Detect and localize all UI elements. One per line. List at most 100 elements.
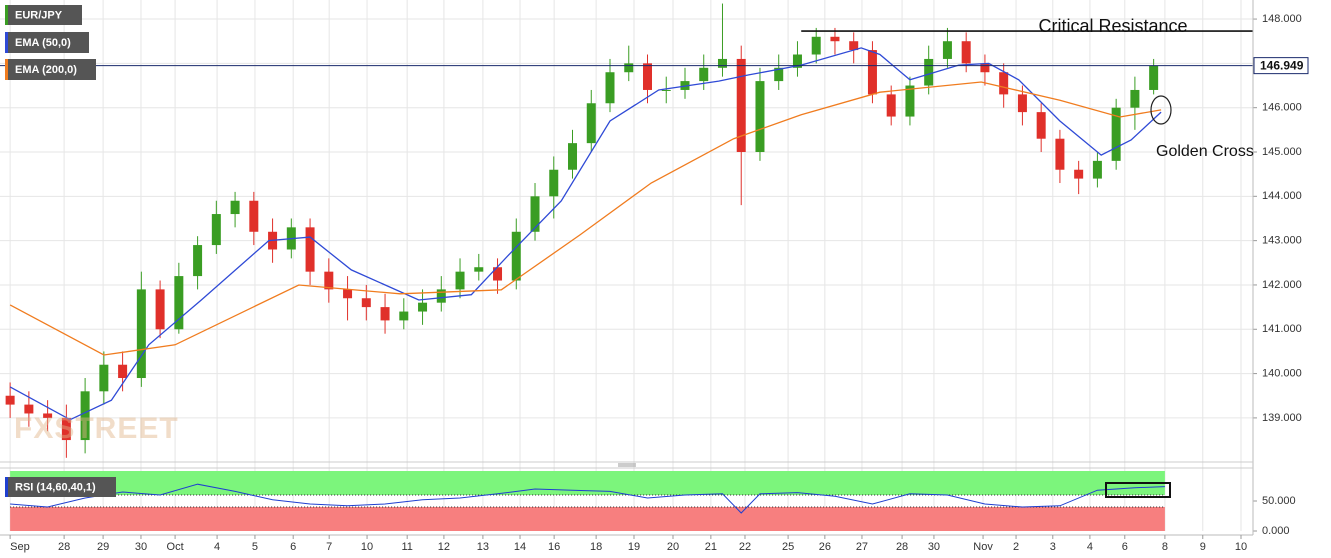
candle-body: [80, 391, 90, 441]
candle-body: [455, 271, 465, 290]
candle-body: [324, 271, 334, 290]
legend-label: EMA (200,0): [15, 64, 77, 76]
candle-body: [1111, 107, 1121, 161]
candle-body: [1017, 94, 1027, 113]
y-tick-label: 50.000: [1262, 495, 1296, 507]
annotation: Critical Resistance: [1038, 16, 1187, 36]
candle-body: [1036, 112, 1046, 139]
y-tick-label: 140.000: [1262, 367, 1302, 379]
x-tick-label: 26: [819, 541, 831, 553]
x-tick-label: 4: [1087, 541, 1093, 553]
legend-box: [5, 477, 116, 497]
x-tick-label: 10: [1235, 541, 1247, 553]
rsi-highlight: [1105, 482, 1171, 498]
candle-body: [568, 143, 578, 170]
legend-label: EMA (50,0): [15, 37, 71, 49]
candle-body: [380, 307, 390, 321]
candle-body: [211, 214, 221, 246]
x-tick-label: Oct: [167, 541, 184, 553]
candle-body: [811, 36, 821, 55]
candle-body: [699, 67, 709, 82]
mark-layer: [0, 3, 1253, 514]
x-tick-label: 8: [1162, 541, 1168, 553]
candle-body: [493, 267, 503, 281]
x-tick-label: 2: [1013, 541, 1019, 553]
x-tick-label: 29: [97, 541, 109, 553]
candle-body: [1055, 138, 1065, 170]
candle-body: [549, 169, 559, 197]
legend: EUR/JPY EMA (50,0) EMA (200,0) RSI (14,6…: [5, 5, 116, 497]
legend-stripe: [5, 5, 8, 25]
candle-body: [136, 289, 146, 379]
candle-body: [361, 298, 371, 308]
candle-body: [474, 267, 484, 272]
candle-body: [530, 196, 540, 232]
candle-body: [155, 289, 165, 330]
x-tick-label: 16: [548, 541, 560, 553]
x-tick-label: 11: [401, 541, 412, 553]
under-layer: [0, 0, 1257, 532]
candle-body: [792, 54, 802, 68]
candle-body: [1130, 89, 1140, 108]
candle-body: [99, 364, 109, 392]
candle-body: [717, 58, 727, 68]
x-tick-label: Nov: [973, 541, 993, 553]
candle-body: [867, 50, 877, 95]
x-tick-label: 6: [1122, 541, 1128, 553]
legend-box: [5, 5, 82, 25]
overbought-band: [10, 471, 1165, 495]
x-tick-label: 12: [438, 541, 450, 553]
candle-body: [999, 72, 1009, 95]
legend-label: RSI (14,60,40,1): [15, 481, 96, 493]
y-tick-label: 139.000: [1262, 412, 1302, 424]
x-tick-label: 18: [590, 541, 602, 553]
y-tick-label: 144.000: [1262, 190, 1302, 202]
candle-body: [849, 41, 859, 51]
x-tick-label: 28: [896, 541, 908, 553]
candle-body: [343, 289, 353, 299]
last-price-label: 146.949: [1260, 58, 1304, 72]
annotation: Golden Cross: [1156, 143, 1254, 160]
candle-body: [436, 289, 446, 303]
x-tick-label: 21: [705, 541, 717, 553]
candle-body: [774, 67, 784, 82]
y-tick-label: 0.000: [1262, 525, 1290, 537]
candle-body: [642, 63, 652, 90]
candle-body: [511, 231, 521, 281]
candle-body: [5, 395, 15, 405]
candle-body: [924, 58, 934, 86]
candle-body: [905, 85, 915, 117]
x-tick-label: 7: [326, 541, 332, 553]
legend-stripe: [5, 59, 8, 80]
x-tick-label: 10: [361, 541, 373, 553]
candle-body: [24, 404, 34, 414]
ema-line: [9, 81, 1162, 356]
watermark: FXSTREET: [14, 412, 179, 445]
candle-body: [174, 276, 184, 330]
candle-body: [230, 200, 240, 215]
y-tick-label: 148.000: [1262, 13, 1302, 25]
oversold-band: [10, 507, 1165, 531]
x-tick-label: 5: [252, 541, 258, 553]
candle-body: [61, 417, 71, 441]
candle-body: [942, 41, 952, 59]
candle-body: [249, 200, 259, 232]
y-tick-label: 146.000: [1262, 102, 1302, 114]
x-tick-label: Sep: [10, 541, 30, 553]
ema-line: [9, 47, 1162, 421]
y-tick-label: 143.000: [1262, 235, 1302, 247]
x-tick-label: 14: [514, 541, 526, 553]
golden-cross-circle: [1150, 95, 1172, 125]
x-tick-label: 20: [667, 541, 679, 553]
x-tick-label: 13: [477, 541, 489, 553]
candle-body: [1149, 65, 1159, 90]
x-tick-label: 25: [782, 541, 794, 553]
candle-body: [43, 413, 53, 418]
candle-body: [586, 103, 596, 144]
x-tick-label: 6: [290, 541, 296, 553]
rsi-line: [10, 483, 1165, 514]
candle-body: [961, 41, 971, 64]
x-tick-label: 9: [1200, 541, 1206, 553]
